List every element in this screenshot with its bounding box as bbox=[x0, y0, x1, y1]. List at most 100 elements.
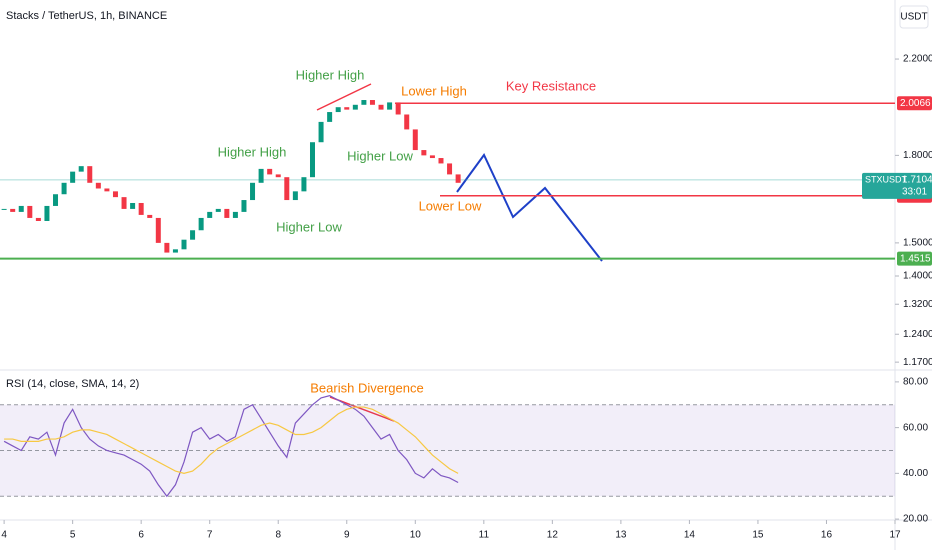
candle bbox=[198, 217, 204, 231]
candle bbox=[95, 182, 101, 189]
rsi-line bbox=[4, 406, 459, 474]
rsi-line bbox=[3, 394, 459, 498]
currency: USDT bbox=[900, 12, 927, 23]
candle bbox=[44, 205, 50, 221]
rsi-tick-label: 20.00 bbox=[903, 514, 928, 525]
time-tick-label: 9 bbox=[344, 530, 350, 541]
time-tick-label: 6 bbox=[138, 530, 144, 541]
candle bbox=[361, 100, 367, 105]
price-level-label: 2.0066 bbox=[900, 98, 931, 109]
candle bbox=[130, 202, 136, 209]
time-tick-label: 12 bbox=[547, 530, 559, 541]
projection-path bbox=[456, 153, 603, 262]
candle bbox=[404, 114, 410, 130]
candle bbox=[104, 188, 110, 192]
candle bbox=[112, 191, 118, 198]
candle bbox=[301, 177, 307, 192]
candle bbox=[352, 104, 358, 110]
annotation: Key Resistance bbox=[506, 78, 596, 93]
symbol-title: Stacks / TetherUS, 1h, BINANCE bbox=[6, 10, 167, 22]
candle bbox=[369, 100, 375, 105]
candle bbox=[241, 200, 247, 212]
candle bbox=[172, 249, 178, 253]
candle bbox=[1, 208, 7, 210]
annotation: Higher Low bbox=[276, 219, 342, 234]
candle bbox=[318, 121, 324, 143]
time-tick-label: 14 bbox=[684, 530, 696, 541]
rsi-title: RSI (14, close, SMA, 14, 2) bbox=[6, 378, 139, 390]
price-level-badge bbox=[897, 251, 932, 266]
candle bbox=[138, 202, 144, 215]
price-tick-label: 2.2000 bbox=[903, 54, 932, 65]
time-tick-label: 16 bbox=[821, 530, 833, 541]
candle bbox=[412, 129, 418, 151]
candle bbox=[335, 107, 341, 113]
candle bbox=[395, 102, 401, 115]
candle bbox=[327, 112, 333, 122]
candle bbox=[232, 211, 238, 218]
candle bbox=[267, 168, 273, 175]
rsi-tick-label: 60.00 bbox=[903, 422, 928, 433]
time-tick-label: 15 bbox=[752, 530, 764, 541]
candle bbox=[258, 168, 264, 183]
candle bbox=[87, 166, 93, 183]
candle bbox=[455, 174, 461, 183]
time-tick-label: 11 bbox=[479, 530, 490, 541]
annotation: Lower High bbox=[401, 83, 467, 98]
candle bbox=[164, 242, 170, 253]
candle bbox=[70, 171, 76, 183]
candle bbox=[224, 208, 230, 218]
candle bbox=[53, 194, 59, 206]
candle bbox=[207, 211, 213, 218]
candle bbox=[61, 182, 67, 195]
time-tick-label: 5 bbox=[70, 530, 76, 541]
candle bbox=[275, 174, 281, 178]
candle bbox=[292, 191, 298, 201]
rsi-annotation: Bearish Divergence bbox=[310, 380, 423, 395]
candle bbox=[421, 150, 427, 156]
candle bbox=[447, 163, 453, 175]
price-tick-label: 1.1700 bbox=[903, 357, 932, 368]
time-tick-label: 4 bbox=[1, 530, 7, 541]
candle bbox=[147, 214, 153, 218]
price-tick-label: 1.5000 bbox=[903, 238, 932, 249]
price-tick-label: 1.3200 bbox=[903, 299, 932, 310]
countdown: 33:01 bbox=[902, 187, 927, 198]
price-tick-label: 1.4000 bbox=[903, 271, 932, 282]
candle bbox=[18, 205, 24, 212]
candle bbox=[309, 142, 315, 178]
candle bbox=[27, 205, 33, 218]
candle bbox=[387, 102, 393, 110]
last-price-badge bbox=[862, 172, 932, 199]
candle bbox=[35, 217, 41, 221]
candle bbox=[344, 107, 350, 110]
rsi-tick-label: 80.00 bbox=[903, 377, 928, 388]
price-level-badge bbox=[897, 96, 932, 111]
candle bbox=[10, 208, 16, 212]
annotation: Lower Low bbox=[419, 198, 482, 213]
symbol-label: STXUSDT bbox=[865, 174, 908, 184]
annotation: Higher High bbox=[296, 67, 365, 82]
candle bbox=[78, 166, 84, 172]
price-tick-label: 1.2400 bbox=[903, 329, 932, 340]
time-tick-label: 10 bbox=[410, 530, 422, 541]
price-level-label: 1.4515 bbox=[900, 253, 931, 264]
annotation: Higher Low bbox=[347, 148, 413, 163]
trend-line bbox=[316, 83, 372, 111]
last-price-label: 1.7104 bbox=[902, 175, 932, 186]
time-tick-label: 13 bbox=[615, 530, 627, 541]
candle bbox=[215, 208, 221, 212]
candle bbox=[429, 155, 435, 159]
candle bbox=[378, 104, 384, 110]
candle bbox=[190, 230, 196, 240]
time-tick-label: 17 bbox=[889, 530, 901, 541]
candle bbox=[181, 239, 187, 250]
candle bbox=[250, 182, 256, 201]
candle bbox=[438, 158, 444, 164]
annotation: Higher High bbox=[218, 144, 287, 159]
time-tick-label: 7 bbox=[207, 530, 213, 541]
rsi-tick-label: 40.00 bbox=[903, 468, 928, 479]
currency-box[interactable] bbox=[899, 5, 929, 29]
